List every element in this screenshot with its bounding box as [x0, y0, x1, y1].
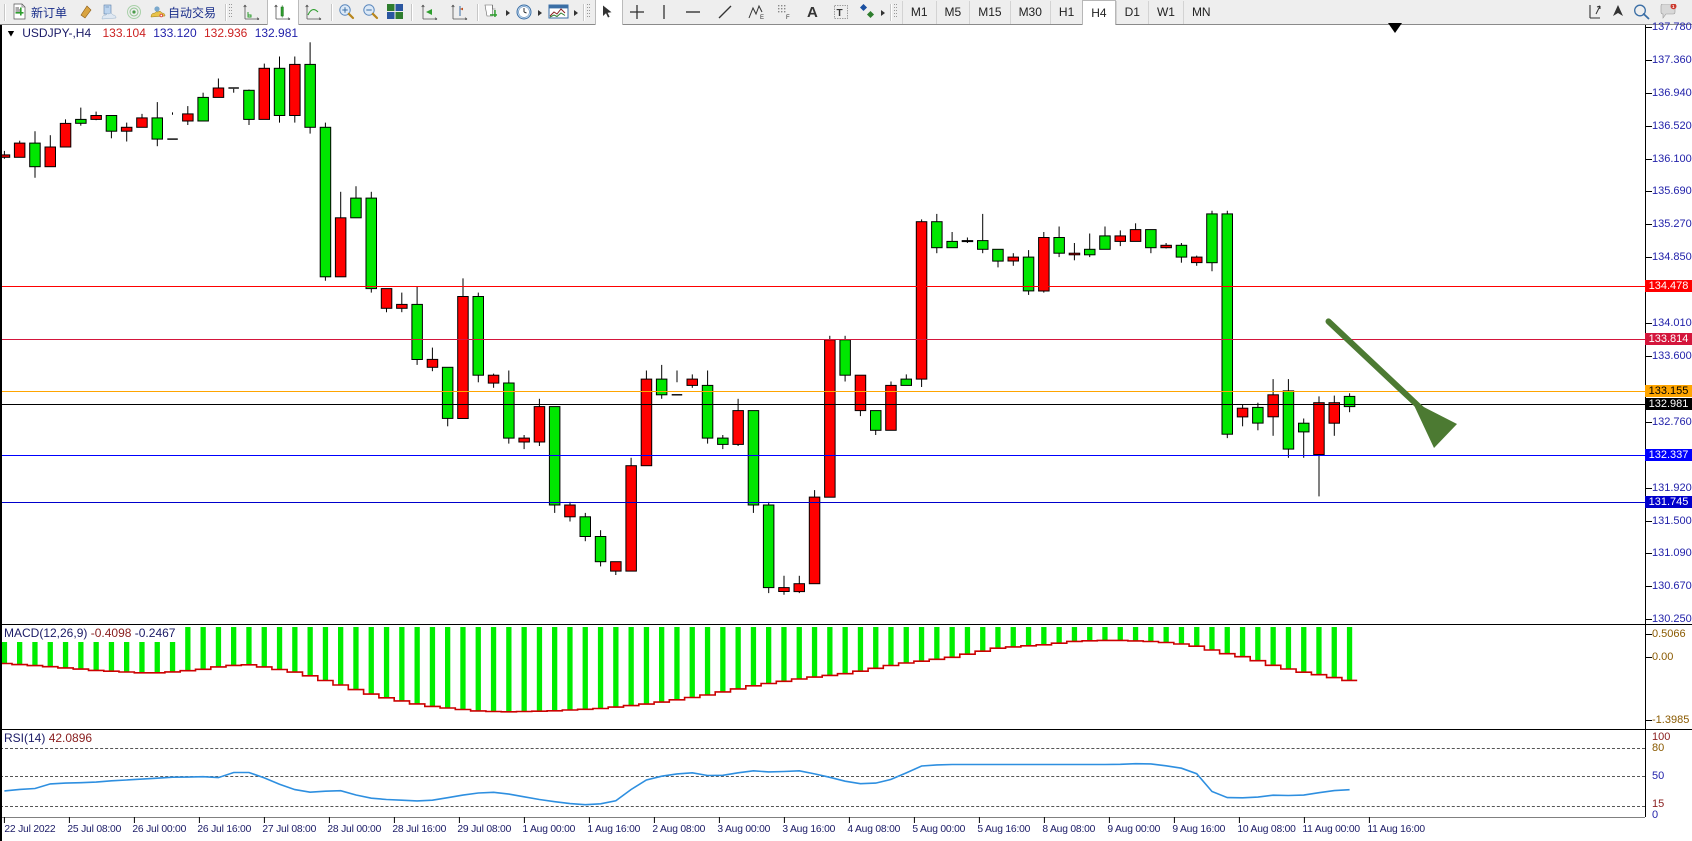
svg-text:T: T: [836, 8, 842, 19]
svg-text:F: F: [786, 15, 790, 20]
svg-text:E: E: [760, 15, 764, 20]
